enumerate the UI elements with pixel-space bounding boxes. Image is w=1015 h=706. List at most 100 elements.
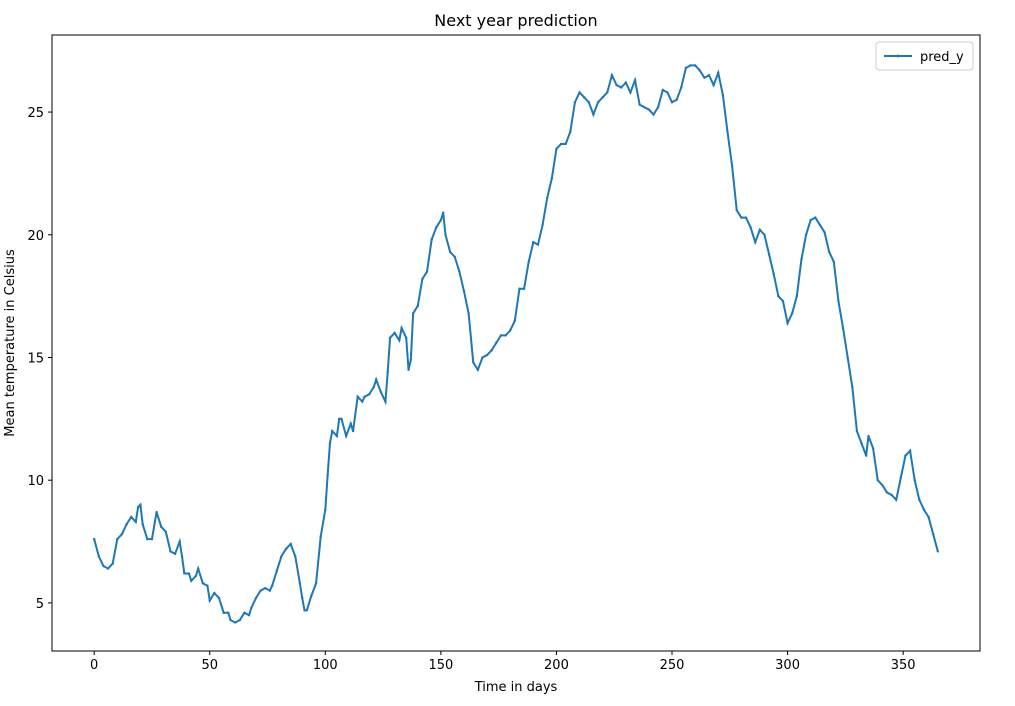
data-point bbox=[532, 240, 535, 244]
data-point bbox=[386, 371, 389, 374]
data-point bbox=[864, 454, 868, 457]
data-point bbox=[652, 113, 655, 116]
data-point bbox=[409, 358, 413, 362]
data-point bbox=[289, 542, 292, 546]
data-point bbox=[97, 555, 101, 558]
data-point bbox=[931, 532, 935, 536]
data-point bbox=[895, 498, 898, 502]
y-tick-label: 5 bbox=[36, 597, 44, 612]
data-point bbox=[275, 569, 278, 573]
data-point bbox=[374, 378, 378, 381]
data-point bbox=[411, 312, 415, 315]
data-point bbox=[233, 621, 237, 624]
data-point bbox=[430, 238, 433, 241]
data-point bbox=[331, 429, 334, 433]
data-point bbox=[337, 417, 341, 421]
data-point bbox=[164, 530, 168, 533]
x-axis-label: Time in days bbox=[474, 680, 558, 695]
data-point bbox=[160, 525, 163, 529]
data-point bbox=[629, 91, 632, 94]
data-point bbox=[361, 400, 364, 403]
data-point bbox=[178, 540, 181, 543]
y-tick-label: 20 bbox=[27, 229, 44, 244]
data-point bbox=[569, 130, 572, 133]
data-point bbox=[927, 515, 930, 519]
data-point bbox=[495, 341, 498, 344]
data-point bbox=[324, 508, 327, 511]
data-point bbox=[513, 319, 517, 322]
data-point bbox=[405, 336, 408, 340]
data-point bbox=[846, 356, 849, 359]
data-point bbox=[146, 537, 149, 541]
data-point bbox=[913, 478, 916, 482]
data-point bbox=[326, 474, 329, 477]
data-point bbox=[823, 231, 826, 234]
data-point bbox=[656, 105, 660, 109]
data-point bbox=[476, 368, 480, 371]
data-point bbox=[384, 400, 387, 403]
data-point bbox=[208, 599, 211, 602]
data-point bbox=[596, 101, 600, 104]
data-point bbox=[120, 532, 124, 536]
data-point bbox=[136, 505, 140, 509]
data-point bbox=[693, 64, 697, 67]
data-point bbox=[490, 348, 493, 352]
data-point bbox=[435, 226, 438, 229]
data-point bbox=[92, 537, 96, 541]
data-point bbox=[555, 147, 558, 151]
data-point bbox=[712, 83, 715, 87]
x-tick-label: 350 bbox=[891, 658, 916, 673]
data-point bbox=[213, 591, 216, 595]
data-point bbox=[106, 567, 110, 570]
data-point bbox=[388, 336, 392, 340]
data-point bbox=[809, 218, 812, 222]
data-point bbox=[749, 226, 752, 229]
data-point bbox=[416, 304, 419, 308]
data-point bbox=[918, 498, 921, 502]
data-point bbox=[601, 96, 604, 99]
data-point bbox=[238, 618, 241, 622]
data-point bbox=[684, 66, 688, 70]
data-point bbox=[441, 211, 445, 214]
data-point bbox=[740, 216, 743, 219]
data-point bbox=[305, 609, 309, 612]
data-point bbox=[689, 64, 692, 67]
data-point bbox=[116, 537, 119, 541]
data-point bbox=[393, 331, 396, 335]
data-point bbox=[509, 329, 512, 332]
data-point bbox=[867, 434, 870, 438]
data-point bbox=[472, 361, 475, 364]
data-point bbox=[504, 334, 507, 337]
data-point bbox=[319, 535, 322, 538]
data-point bbox=[763, 233, 766, 236]
data-point bbox=[592, 113, 595, 116]
data-point bbox=[351, 429, 355, 433]
data-point bbox=[349, 422, 352, 425]
data-point bbox=[518, 287, 521, 290]
data-point bbox=[183, 572, 186, 575]
y-axis-label: Mean temperature in Celsius bbox=[3, 249, 18, 437]
chart-title: Next year prediction bbox=[434, 11, 597, 30]
data-point bbox=[102, 564, 105, 568]
data-point bbox=[407, 368, 410, 371]
data-point bbox=[666, 91, 669, 94]
data-point bbox=[922, 508, 926, 511]
data-point bbox=[485, 353, 489, 357]
plot-frame bbox=[51, 34, 981, 652]
data-point bbox=[301, 596, 304, 600]
data-point bbox=[264, 586, 267, 590]
data-point bbox=[633, 78, 637, 82]
x-tick-label: 150 bbox=[428, 658, 453, 673]
data-point bbox=[499, 334, 503, 337]
data-point bbox=[661, 88, 664, 92]
data-point bbox=[259, 589, 262, 592]
data-point bbox=[735, 209, 738, 212]
data-point bbox=[400, 326, 403, 330]
data-point bbox=[744, 216, 748, 219]
data-point bbox=[772, 272, 775, 276]
data-point bbox=[871, 447, 875, 450]
data-point bbox=[268, 589, 272, 592]
data-point bbox=[781, 299, 785, 303]
